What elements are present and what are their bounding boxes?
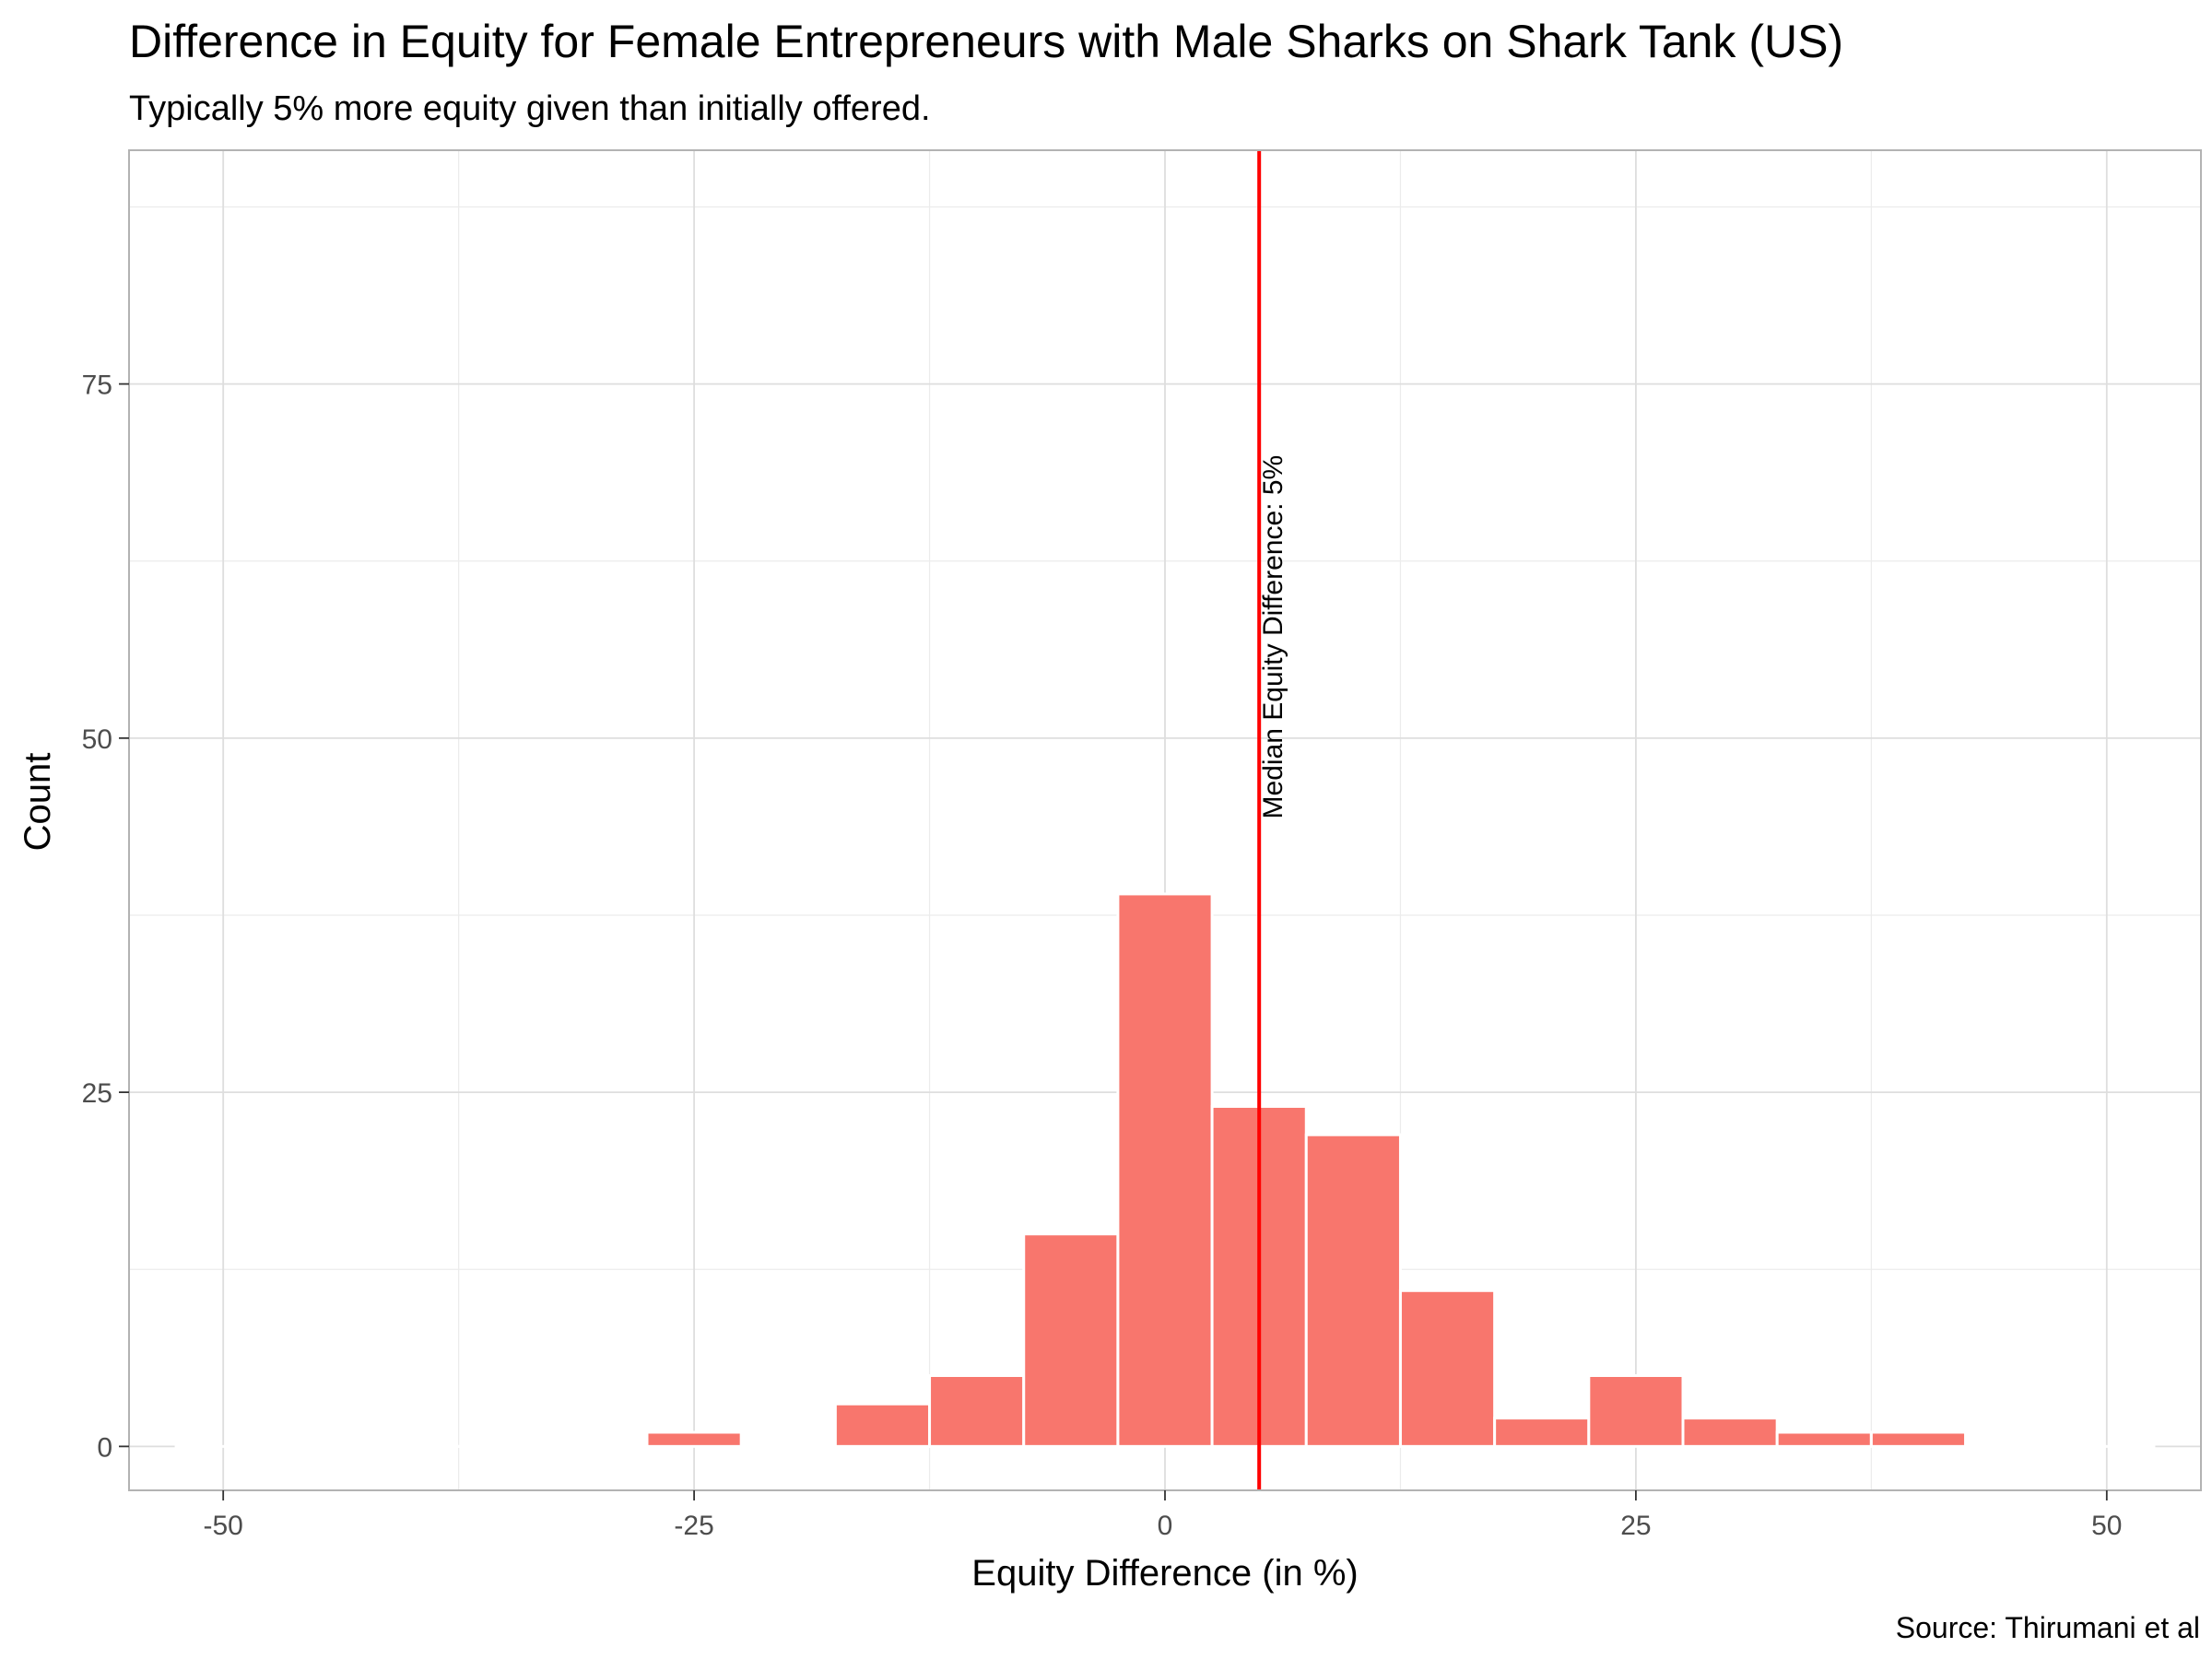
histogram-bar xyxy=(833,1402,932,1448)
y-tick-label: 50 xyxy=(82,724,112,755)
histogram-bar xyxy=(1869,1430,1968,1448)
x-tick-label: 25 xyxy=(1620,1511,1651,1541)
histogram-bar xyxy=(1116,892,1214,1448)
chart-title: Difference in Equity for Female Entrepre… xyxy=(129,16,1843,67)
x-axis-title: Equity Difference (in %) xyxy=(971,1553,1358,1594)
chart-caption: Source: Thirumani et al xyxy=(1896,1611,2200,1644)
x-axis-ticks: -50 -25 0 25 50 xyxy=(204,1490,2123,1541)
median-label: Median Equity Difference: 5% xyxy=(1258,455,1288,819)
y-tick-label: 0 xyxy=(97,1432,112,1463)
chart-subtitle: Typically 5% more equity given than init… xyxy=(129,89,931,128)
histogram-bar xyxy=(1493,1417,1591,1448)
histogram-bar xyxy=(645,1430,743,1448)
median-layer: Median Equity Difference: 5% xyxy=(1257,150,1288,1490)
y-tick-label: 75 xyxy=(82,371,112,401)
x-tick-label: -25 xyxy=(674,1511,713,1541)
histogram-bars xyxy=(174,892,2156,1448)
x-tick-label: -50 xyxy=(204,1511,243,1541)
y-axis-title: Count xyxy=(18,753,58,852)
y-tick-label: 25 xyxy=(82,1078,112,1109)
histogram-bar xyxy=(1775,1430,1873,1448)
histogram-bar xyxy=(1398,1288,1497,1448)
x-tick-label: 50 xyxy=(2091,1511,2122,1541)
histogram-bar xyxy=(1587,1374,1685,1448)
y-axis-ticks: 0 25 50 75 xyxy=(82,371,129,1463)
x-tick-label: 0 xyxy=(1158,1511,1173,1541)
histogram-bar xyxy=(1681,1417,1779,1448)
histogram-bar xyxy=(1304,1133,1402,1448)
histogram-bar xyxy=(928,1374,1026,1448)
histogram-bar xyxy=(1022,1232,1120,1448)
